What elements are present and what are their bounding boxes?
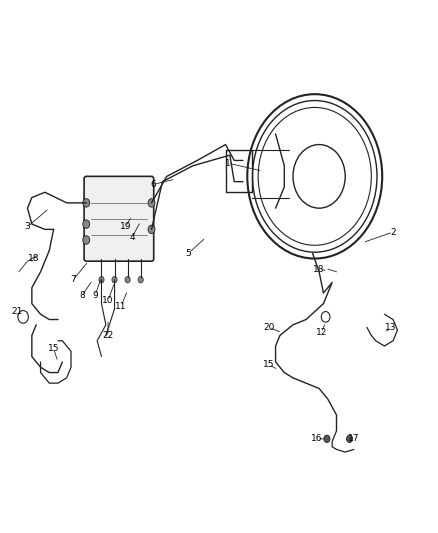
Circle shape	[125, 277, 130, 283]
Text: 12: 12	[316, 328, 327, 337]
Text: 5: 5	[186, 249, 191, 258]
Text: 10: 10	[102, 296, 114, 305]
Text: 2: 2	[390, 228, 396, 237]
Text: 3: 3	[25, 222, 30, 231]
Circle shape	[138, 277, 143, 283]
Circle shape	[112, 277, 117, 283]
Text: 6: 6	[151, 180, 157, 189]
Text: 1: 1	[225, 159, 230, 167]
Text: 11: 11	[115, 302, 127, 311]
Circle shape	[83, 199, 90, 207]
Text: 21: 21	[11, 307, 22, 316]
Text: 15: 15	[263, 360, 275, 369]
Circle shape	[148, 199, 155, 207]
Text: 9: 9	[92, 291, 98, 300]
Text: 16: 16	[311, 434, 323, 443]
Text: 15: 15	[48, 344, 60, 353]
Circle shape	[346, 435, 353, 442]
Text: 13: 13	[385, 323, 397, 332]
Text: 19: 19	[120, 222, 131, 231]
Text: 18: 18	[28, 254, 40, 263]
Text: 18: 18	[313, 265, 325, 273]
FancyBboxPatch shape	[84, 176, 154, 261]
Circle shape	[324, 435, 330, 442]
Circle shape	[83, 220, 90, 228]
Circle shape	[83, 236, 90, 244]
Text: 20: 20	[263, 323, 275, 332]
Circle shape	[99, 277, 104, 283]
Text: 22: 22	[102, 331, 113, 340]
Text: 17: 17	[348, 434, 360, 443]
Text: 7: 7	[71, 275, 76, 284]
Text: 4: 4	[129, 233, 135, 242]
Circle shape	[148, 225, 155, 233]
Text: 8: 8	[79, 291, 85, 300]
